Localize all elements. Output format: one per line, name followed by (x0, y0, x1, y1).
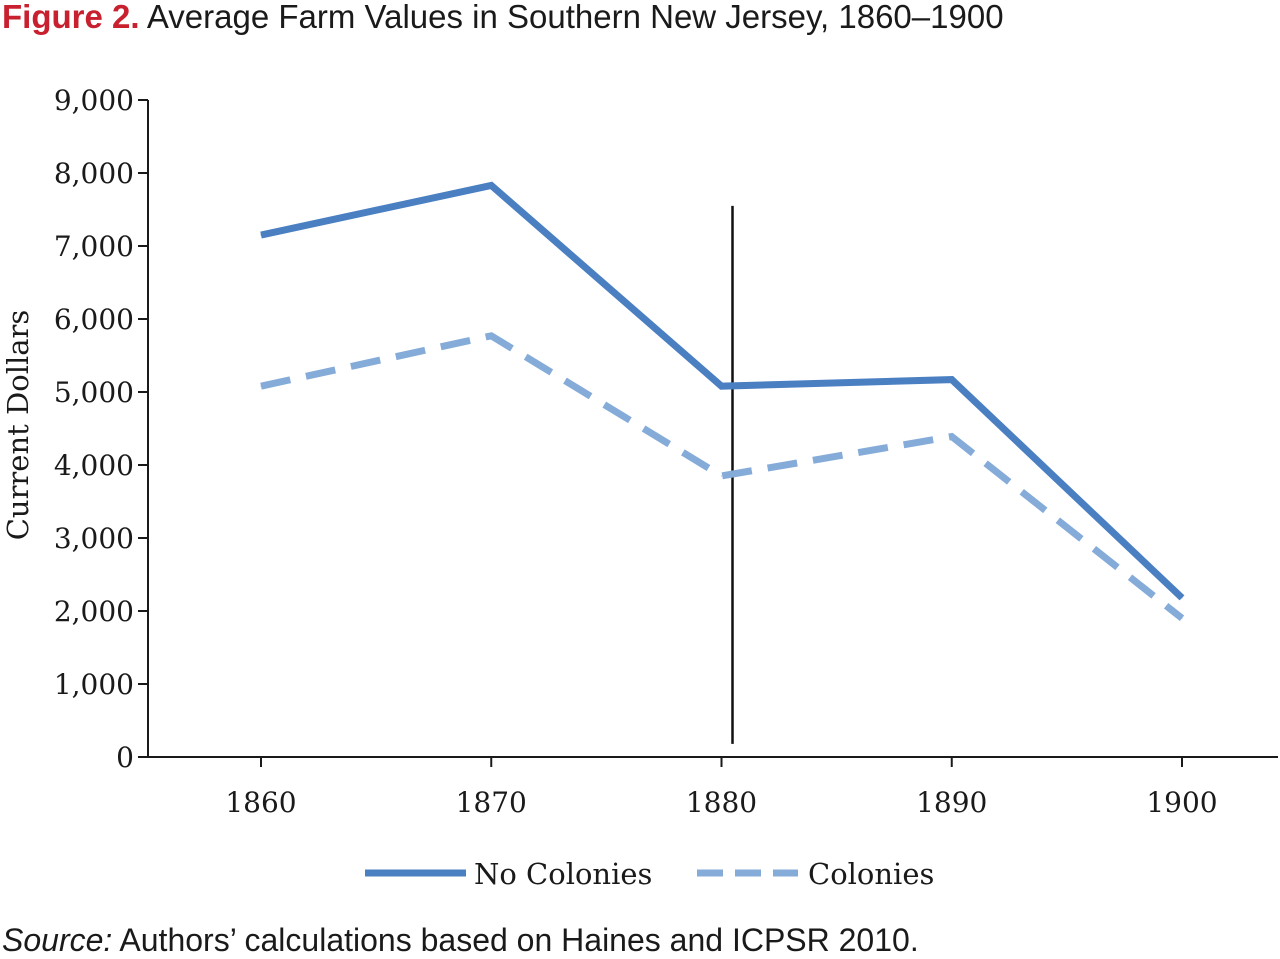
data-point-colonies (260, 385, 262, 387)
figure-label: Figure 2. (2, 0, 140, 35)
data-point-colonies (951, 436, 953, 438)
chart-series (260, 181, 1185, 622)
source-label: Source: (2, 922, 113, 958)
data-point-no-colonies (951, 379, 953, 381)
y-tick-label: 5,000 (54, 376, 134, 409)
data-point-no-colonies (1181, 597, 1183, 599)
x-tick-label: 1900 (1146, 786, 1217, 819)
legend-label-colonies: Colonies (808, 857, 934, 891)
data-point-no-colonies (721, 385, 722, 387)
figure-title-text: Average Farm Values in Southern New Jers… (146, 0, 1004, 35)
y-tick-label: 1,000 (54, 668, 134, 701)
y-tick-label: 0 (116, 741, 134, 774)
y-tick-label: 4,000 (54, 449, 134, 482)
chart-axes: 0 1,000 2,000 3,000 4,000 5,000 6,000 7,000 8,00… (54, 84, 1278, 819)
data-point-no-colonies (490, 184, 492, 186)
y-tick-label: 6,000 (54, 303, 134, 336)
y-tick-label: 9,000 (54, 84, 134, 117)
x-tick-label: 1880 (686, 786, 757, 819)
x-tick-label: 1890 (916, 786, 987, 819)
y-tick-label: 7,000 (54, 230, 134, 263)
y-tick-label: 3,000 (54, 522, 134, 555)
data-point-colonies (1181, 617, 1183, 619)
y-tick-label: 2,000 (54, 595, 134, 628)
data-point-colonies (721, 475, 722, 477)
chart-legend: No Colonies Colonies (365, 857, 934, 891)
data-point-no-colonies (260, 234, 262, 236)
series-line-no-colonies (260, 181, 1185, 601)
x-tick-label: 1860 (225, 786, 296, 819)
legend-label-no-colonies: No Colonies (474, 857, 652, 891)
x-tick-label: 1870 (456, 786, 527, 819)
source-text: Authors’ calculations based on Haines an… (119, 922, 919, 958)
y-axis-title: Current Dollars (1, 310, 35, 541)
figure-title: Figure 2. Average Farm Values in Souther… (2, 0, 1004, 36)
source-note: Source: Authors’ calculations based on H… (2, 922, 919, 959)
data-point-colonies (490, 335, 492, 337)
y-tick-label: 8,000 (54, 157, 134, 190)
series-line-colonies (260, 332, 1185, 622)
